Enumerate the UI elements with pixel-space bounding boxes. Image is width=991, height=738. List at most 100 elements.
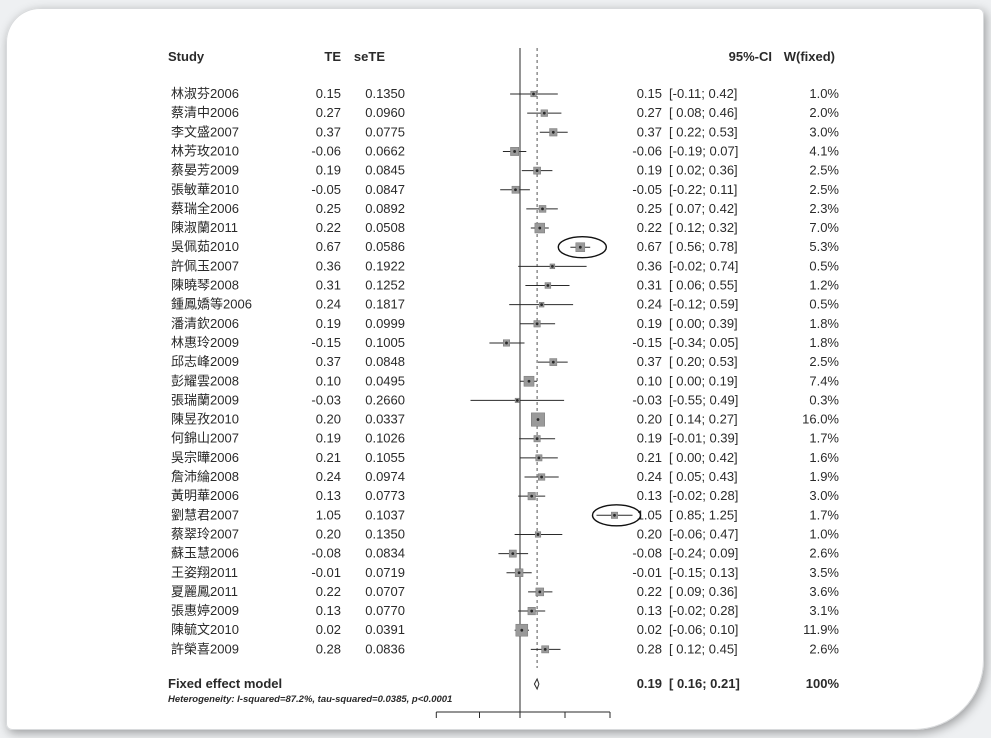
study-te: 0.10	[316, 373, 341, 388]
study-name: 陳曉琴2008	[171, 278, 239, 293]
study-weight: 2.6%	[809, 546, 839, 561]
study-sete: 0.1350	[365, 86, 405, 101]
pooled-te: 0.19	[637, 676, 662, 691]
study-te: -0.05	[311, 182, 341, 197]
study-te: 0.28	[316, 641, 341, 656]
study-te: 0.37	[316, 124, 341, 139]
study-sete: 0.0847	[365, 182, 405, 197]
study-ci: [-0.12; 0.59]	[669, 297, 738, 312]
study-row: 陳淑蘭2011 0.22 0.0508 0.22 [ 0.12; 0.32] 7.0%	[171, 220, 839, 235]
study-te-right: 0.37	[637, 354, 662, 369]
point-estimate-dot	[543, 647, 547, 651]
study-te-right: 1.05	[637, 507, 662, 522]
study-ci: [ 0.06; 0.55]	[669, 278, 738, 293]
study-ci: [-0.55; 0.49]	[669, 392, 738, 407]
study-name: 林惠玲2009	[171, 335, 239, 350]
study-sete: 0.0337	[365, 412, 405, 427]
study-weight: 7.4%	[809, 373, 839, 388]
study-name: 李文盛2007	[171, 124, 239, 139]
study-weight: 1.0%	[809, 526, 839, 541]
pooled-ci: [ 0.16; 0.21]	[669, 676, 740, 691]
point-estimate-dot	[542, 111, 546, 115]
point-estimate-dot	[527, 379, 531, 383]
point-estimate-dot	[613, 513, 616, 517]
study-sete: 0.0586	[365, 239, 405, 254]
point-estimate-dot	[536, 533, 540, 536]
study-name: 邱志峰2009	[171, 354, 239, 369]
header-ci: 95%-CI	[729, 49, 772, 64]
study-row: 吳佩茹2010 0.67 0.0586 0.67 [ 0.56; 0.78] 5.3%	[171, 239, 839, 254]
point-estimate-dot	[551, 264, 554, 268]
study-te-right: 0.67	[637, 239, 662, 254]
study-ci: [-0.06; 0.10]	[669, 622, 738, 637]
study-row: 蔡翠玲2007 0.20 0.1350 0.20 [-0.06; 0.47] 1.0%	[171, 526, 839, 541]
study-row: 吳宗曄2006 0.21 0.1055 0.21 [ 0.00; 0.42] 1.6%	[171, 450, 839, 465]
study-name: 張瑞蘭2009	[171, 392, 239, 407]
study-sete: 0.0719	[365, 565, 405, 580]
study-te-right: 0.10	[637, 373, 662, 388]
study-name: 林淑芬2006	[171, 86, 239, 101]
point-estimate-dot	[515, 399, 519, 402]
study-row: 陳毓文2010 0.02 0.0391 0.02 [-0.06; 0.10] 11.9%	[171, 622, 839, 637]
study-te-right: 0.31	[637, 278, 662, 293]
study-ci: [ 0.14; 0.27]	[669, 412, 738, 427]
study-te-right: 0.02	[637, 622, 662, 637]
point-estimate-dot	[530, 494, 534, 498]
study-row: 陳昱孜2010 0.20 0.0337 0.20 [ 0.14; 0.27] 16.0%	[171, 412, 839, 427]
study-te-right: 0.24	[637, 297, 662, 312]
study-ci: [ 0.56; 0.78]	[669, 239, 738, 254]
study-sete: 0.1350	[365, 526, 405, 541]
study-name: 蔡晏芳2009	[171, 163, 239, 178]
study-sete: 0.0836	[365, 641, 405, 656]
study-weight: 2.5%	[809, 163, 839, 178]
study-ci: [ 0.85; 1.25]	[669, 507, 738, 522]
study-name: 許佩玉2007	[171, 258, 239, 273]
study-row: 陳曉琴2008 0.31 0.1252 0.31 [ 0.06; 0.55] 1.2%	[171, 278, 839, 293]
study-sete: 0.0773	[365, 488, 405, 503]
study-row: 劉慧君2007 1.05 0.1037 1.05 [ 0.85; 1.25] 1.7%	[171, 507, 839, 522]
study-name: 王姿翔2011	[171, 565, 238, 580]
study-weight: 1.6%	[809, 450, 839, 465]
point-estimate-dot	[520, 628, 524, 632]
study-te-right: 0.20	[637, 526, 662, 541]
study-name: 陳淑蘭2011	[171, 220, 238, 235]
study-te: 0.27	[316, 105, 341, 120]
study-te: 0.67	[316, 239, 341, 254]
study-weight: 5.3%	[809, 239, 839, 254]
study-te: -0.08	[311, 546, 341, 561]
study-sete: 0.0848	[365, 354, 405, 369]
study-weight: 0.5%	[809, 258, 839, 273]
study-te-right: -0.15	[632, 335, 662, 350]
pooled-label: Fixed effect model	[168, 676, 282, 691]
study-row: 李文盛2007 0.37 0.0775 0.37 [ 0.22; 0.53] 3.0%	[171, 124, 839, 139]
study-sete: 0.0391	[365, 622, 405, 637]
study-weight: 0.3%	[809, 392, 839, 407]
study-sete: 0.0999	[365, 316, 405, 331]
study-row: 林惠玲2009 -0.15 0.1005 -0.15 [-0.34; 0.05] 1.8%	[171, 335, 839, 350]
study-ci: [ 0.02; 0.36]	[669, 163, 738, 178]
study-te: 0.19	[316, 163, 341, 178]
study-row: 何錦山2007 0.19 0.1026 0.19 [-0.01; 0.39] 1.7%	[171, 431, 839, 446]
study-weight: 1.0%	[809, 86, 839, 101]
point-estimate-dot	[511, 552, 515, 555]
study-sete: 0.0707	[365, 584, 405, 599]
study-row: 蔡晏芳2009 0.19 0.0845 0.19 [ 0.02; 0.36] 2.5%	[171, 163, 839, 178]
study-row: 黃明華2006 0.13 0.0773 0.13 [-0.02; 0.28] 3.0%	[171, 488, 839, 503]
study-row: 蘇玉慧2006 -0.08 0.0834 -0.08 [-0.24; 0.09] 2.6%	[171, 546, 839, 561]
study-name: 蔡翠玲2007	[171, 526, 239, 541]
study-name: 張敏華2010	[171, 182, 239, 197]
study-ci: [ 0.00; 0.42]	[669, 450, 738, 465]
study-te: 0.24	[316, 469, 341, 484]
study-row: 林芳玫2010 -0.06 0.0662 -0.06 [-0.19; 0.07] 4.1%	[171, 143, 839, 158]
study-sete: 0.0960	[365, 105, 405, 120]
study-sete: 0.0892	[365, 201, 405, 216]
study-te: 0.22	[316, 584, 341, 599]
study-te: 0.24	[316, 297, 341, 312]
study-row: 蔡瑞全2006 0.25 0.0892 0.25 [ 0.07; 0.42] 2.3%	[171, 201, 839, 216]
outlier-highlight-ellipse	[557, 235, 607, 259]
study-te-right: 0.19	[637, 163, 662, 178]
study-row: 林淑芬2006 0.15 0.1350 0.15 [-0.11; 0.42] 1.0%	[171, 86, 839, 101]
study-row: 彭耀雲2008 0.10 0.0495 0.10 [ 0.00; 0.19] 7.4%	[171, 373, 839, 388]
study-sete: 0.1026	[365, 431, 405, 446]
study-name: 何錦山2007	[171, 431, 239, 446]
